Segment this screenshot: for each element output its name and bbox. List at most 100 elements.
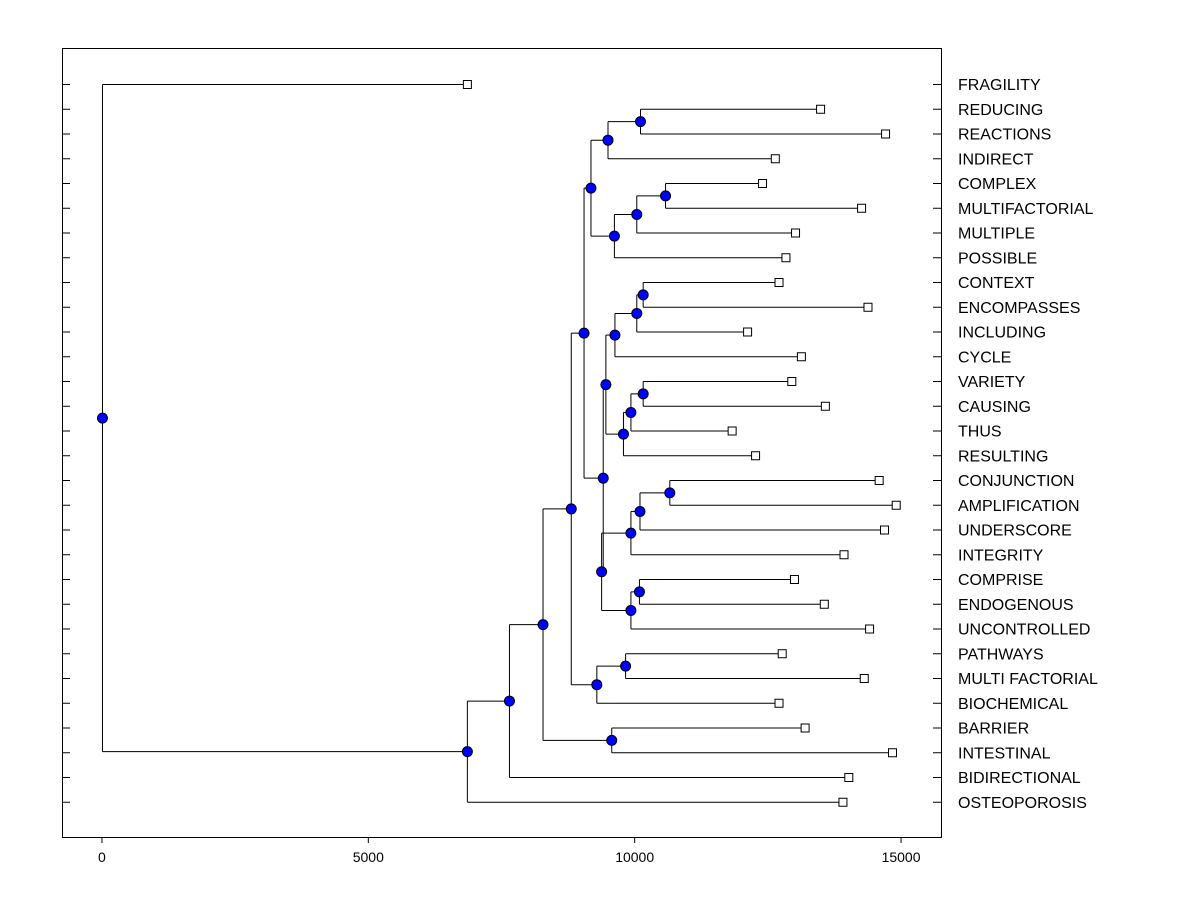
merge-node [608, 230, 620, 242]
leaf-label: VARIETY [958, 374, 1026, 391]
merge-node [631, 307, 643, 319]
merge-node [617, 428, 629, 440]
leaf-label: COMPLEX [958, 176, 1037, 193]
merge-node [664, 487, 676, 499]
leaf-marker [727, 426, 737, 436]
leaf-label: BIOCHEMICAL [958, 696, 1068, 713]
leaf-label: MULTIFACTORIAL [958, 201, 1094, 218]
leaf-label: PATHWAYS [958, 646, 1044, 663]
leaf-marker [789, 575, 799, 584]
merge-node [625, 406, 637, 418]
dendrogram-leaves [462, 80, 901, 807]
leaf-label: CAUSING [958, 399, 1031, 416]
leaf-label: OSTEOPOROSIS [958, 795, 1087, 812]
leaf-marker [462, 80, 472, 89]
leaf-label: MULTI FACTORIAL [958, 671, 1098, 688]
leaf-label: ENDOGENOUS [958, 597, 1074, 614]
leaf-marker [770, 154, 780, 164]
leaf-marker [865, 624, 875, 634]
x-tick-label: 15000 [882, 849, 921, 865]
merge-node [565, 503, 577, 515]
merge-node [625, 527, 637, 539]
leaf-label: CONJUNCTION [958, 473, 1074, 490]
leaf-label: INTESTINAL [958, 745, 1051, 762]
leaf-label: POSSIBLE [958, 250, 1037, 267]
leaf-marker [863, 302, 873, 312]
merge-node [503, 695, 515, 707]
leaf-marker [891, 500, 901, 510]
merge-node [634, 505, 646, 517]
leaf-label: INDIRECT [958, 151, 1034, 168]
dendrogram-nodes [96, 116, 676, 758]
leaf-label: ENCOMPASSES [958, 300, 1080, 317]
leaf-label: AMPLIFICATION [958, 498, 1080, 515]
merge-node [633, 586, 645, 598]
leaf-label: BIDIRECTIONAL [958, 770, 1081, 787]
leaf-marker [857, 203, 867, 213]
leaf-label: COMPRISE [958, 572, 1043, 589]
merge-node [606, 734, 618, 746]
leaf-label: UNCONTROLLED [958, 622, 1090, 639]
merge-node [597, 472, 609, 484]
leaf-marker [743, 327, 753, 337]
leaf-marker [859, 674, 869, 683]
merge-node [461, 746, 473, 758]
leaf-marker [874, 476, 884, 485]
merge-node [578, 327, 590, 339]
x-tick-label: 0 [98, 849, 106, 865]
leaf-label: INTEGRITY [958, 547, 1044, 564]
leaf-marker [758, 179, 768, 188]
leaf-label: MULTIPLE [958, 226, 1035, 243]
leaf-marker [881, 129, 891, 139]
leaf-label: CYCLE [958, 349, 1011, 366]
leaf-marker [844, 773, 854, 782]
merge-node [637, 289, 649, 301]
merge-node [596, 566, 608, 578]
merge-node [591, 679, 603, 691]
leaf-label: RESULTING [958, 448, 1048, 465]
merge-node [96, 412, 108, 424]
leaf-marker [791, 228, 801, 238]
leaf-marker [838, 797, 848, 807]
merge-node [600, 379, 612, 391]
leaf-marker [839, 550, 849, 560]
leaf-marker [774, 278, 784, 287]
merge-node [631, 208, 643, 220]
merge-node [625, 604, 637, 616]
leaf-marker [879, 525, 889, 535]
leaf-label: BARRIER [958, 721, 1029, 738]
leaf-labels: FRAGILITY REDUCING REACTIONS INDIRECT COMPLE… [958, 77, 1098, 812]
leaf-label: REACTIONS [958, 127, 1051, 144]
axis-ticks: 0 5000 10000 15000 [62, 84, 941, 865]
merge-node [660, 190, 672, 202]
merge-node [609, 329, 621, 341]
leaf-label: REDUCING [958, 102, 1043, 119]
leaf-marker [819, 599, 829, 609]
x-tick-label: 10000 [615, 849, 654, 865]
plot-frame [62, 48, 942, 838]
leaf-marker [816, 104, 826, 114]
dendrogram-edges [101, 84, 897, 803]
merge-node [585, 182, 597, 194]
leaf-marker [751, 451, 761, 461]
leaf-label: UNDERSCORE [958, 523, 1072, 540]
leaf-marker [781, 253, 791, 263]
leaf-label: CONTEXT [958, 275, 1035, 292]
leaf-marker [820, 401, 830, 411]
leaf-marker [887, 748, 897, 758]
leaf-marker [796, 352, 806, 362]
leaf-label: INCLUDING [958, 325, 1046, 342]
leaf-marker [800, 723, 810, 733]
leaf-label: FRAGILITY [958, 77, 1041, 94]
merge-node [620, 660, 632, 672]
x-tick-label: 5000 [353, 849, 384, 865]
leaf-marker [787, 377, 797, 386]
merge-node [635, 116, 647, 128]
leaf-marker [774, 698, 784, 708]
merge-node [637, 388, 649, 400]
leaf-label: THUS [958, 424, 1002, 441]
leaf-marker [777, 649, 787, 659]
merge-node [602, 134, 614, 146]
merge-node [537, 619, 549, 631]
